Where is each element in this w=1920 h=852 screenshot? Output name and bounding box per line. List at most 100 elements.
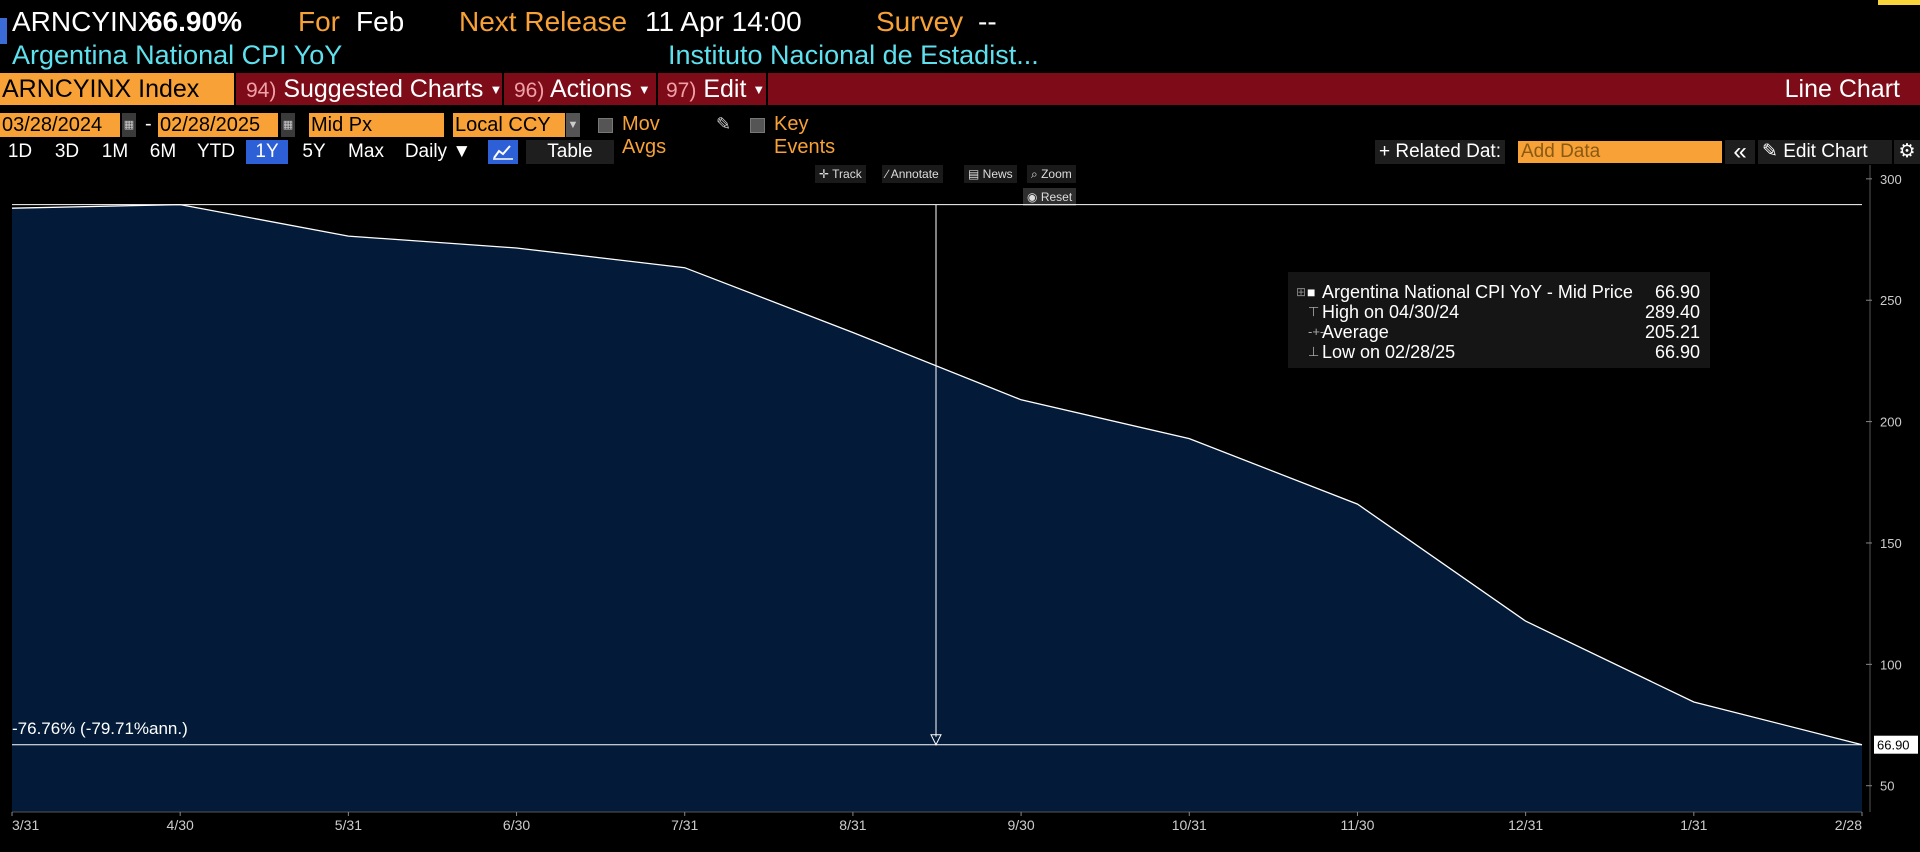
legend-average-row: -+- Average 205.21 (1288, 322, 1710, 342)
caret-down-icon: ▼ (752, 82, 766, 98)
y-tick-label: 200 (1880, 415, 1902, 430)
menu-separator (656, 73, 658, 105)
actions-menu[interactable]: 96) Actions ▼ (514, 73, 651, 105)
y-tick-label: 150 (1880, 536, 1902, 551)
related-data-button[interactable]: + Related Dat: (1375, 140, 1505, 164)
legend-high-label: High on 04/30/24 (1322, 302, 1460, 322)
security-field[interactable]: ARNCYINX Index (0, 73, 234, 105)
annotate-label: Annotate (890, 167, 939, 181)
x-tick-label: 1/31 (1680, 817, 1707, 833)
x-tick-label: 12/31 (1508, 817, 1543, 833)
x-tick-label: 11/30 (1340, 817, 1374, 833)
selection-marker (0, 18, 7, 44)
average-icon: -+- (1308, 324, 1325, 339)
range-5y[interactable]: 5Y (302, 141, 326, 162)
x-tick-label: 9/30 (1007, 817, 1034, 833)
security-name: Argentina National CPI YoY (12, 40, 343, 70)
x-axis: 3/31 4/30 5/31 6/30 7/31 8/31 9/30 10/31 11/30 12… (11, 811, 1863, 833)
edit-chart-button[interactable]: ✎ Edit Chart (1758, 140, 1892, 164)
y-tick-label: 50 (1880, 779, 1894, 794)
range-3d[interactable]: 3D (54, 141, 80, 162)
legend-average-label: Average (1322, 322, 1389, 342)
add-data-input[interactable]: Add Data (1518, 141, 1722, 163)
calendar-icon[interactable]: ▦ (122, 113, 136, 137)
caret-down-icon: ▼ (489, 82, 503, 98)
end-date-field[interactable]: 02/28/2025 (158, 113, 278, 137)
news-tool[interactable]: ▤ News (964, 165, 1017, 183)
mov-avgs-label[interactable]: Mov Avgs (622, 113, 667, 158)
x-tick-label: 6/30 (503, 817, 530, 833)
x-tick-label: 8/31 (839, 817, 866, 833)
legend-series-value: 66.90 (1654, 282, 1700, 302)
reset-button[interactable]: ◉ Reset (1023, 188, 1077, 206)
edit-chart-label: Edit Chart (1783, 141, 1868, 162)
y-tick-label: 100 (1880, 657, 1902, 672)
range-row: 1D 3D 1M 6M YTD 1Y 5Y Max Daily ▼ Table … (0, 140, 1920, 164)
x-tick-label: 3/31 (12, 817, 39, 833)
mov-avgs-checkbox[interactable] (598, 118, 613, 133)
chart-type-label[interactable]: Line Chart (1784, 75, 1900, 103)
last-value-badge (1874, 735, 1918, 754)
high-icon: ⊤ (1308, 304, 1320, 319)
x-tick-label: 10/31 (1172, 817, 1207, 833)
for-value: Feb (356, 6, 405, 37)
low-icon: ⊥ (1308, 344, 1320, 359)
legend-high-row: ⊤ High on 04/30/24 289.40 (1288, 302, 1710, 322)
menu-label: Actions (549, 75, 632, 103)
news-icon: ▤ (968, 167, 983, 181)
range-6m[interactable]: 6M (149, 141, 177, 162)
next-release-value: 11 Apr 14:00 (645, 6, 802, 37)
magnifier-icon: ⌕ (1031, 167, 1042, 181)
start-date-field[interactable]: 03/28/2024 (0, 113, 120, 137)
y-tick-label: 300 (1880, 172, 1902, 187)
expand-icon[interactable]: ⊞ (1296, 285, 1307, 299)
collapse-icon[interactable]: « (1725, 140, 1755, 164)
news-label: News (982, 167, 1013, 181)
menu-separator (234, 73, 236, 105)
annotate-tool[interactable]: ∕ Annotate (882, 165, 943, 183)
zoom-label: Zoom (1041, 167, 1072, 181)
y-axis: 50 100 150 200 250 300 66.90 (1866, 165, 1918, 812)
radio-icon: ◉ (1027, 190, 1041, 204)
caret-down-icon: ▼ (637, 82, 651, 98)
gear-icon[interactable]: ⚙ (1894, 140, 1920, 164)
zoom-tool[interactable]: ⌕ Zoom (1027, 165, 1076, 183)
series-area (11, 203, 1863, 813)
line-chart[interactable]: 50 100 150 200 250 300 66.90 3/31 4/30 5/31 6/30 7… (0, 165, 1920, 852)
series-swatch-icon: ■ (1307, 284, 1316, 300)
date-separator: - (145, 113, 152, 135)
next-release-label: Next Release (459, 6, 628, 37)
pencil-icon[interactable]: ✎ (716, 114, 732, 134)
y-tick-label: 250 (1880, 293, 1902, 308)
key-events-label[interactable]: Key Events (774, 113, 836, 158)
series-line (11, 203, 1863, 746)
range-1y[interactable]: 1Y (246, 140, 288, 164)
legend-low-row: ⊥ Low on 02/28/25 66.90 (1288, 342, 1710, 362)
x-tick-label: 7/31 (671, 817, 698, 833)
survey-label: Survey (876, 6, 964, 37)
menu-label: Suggested Charts (283, 75, 484, 103)
range-ytd[interactable]: YTD (197, 141, 235, 162)
legend-low-label: Low on 02/28/25 (1322, 342, 1456, 362)
price-field[interactable]: Mid Px (309, 113, 444, 137)
menu-separator (766, 73, 768, 105)
line-chart-icon[interactable] (488, 140, 518, 164)
range-max[interactable]: Max (348, 141, 384, 162)
currency-dropdown-icon[interactable]: ▼ (566, 113, 580, 137)
edit-menu[interactable]: 97) Edit ▼ (666, 73, 765, 105)
track-tool[interactable]: ✛ Track (815, 165, 866, 183)
frequency-dropdown[interactable]: Daily ▼ (404, 141, 472, 162)
range-1d[interactable]: 1D (7, 141, 33, 162)
menu-bar: ARNCYINX Index 94) Suggested Charts ▼ 96)… (0, 73, 1920, 105)
calendar-icon[interactable]: ▦ (281, 113, 295, 137)
table-button[interactable]: Table (526, 140, 614, 164)
legend-low-value: 66.90 (1654, 342, 1700, 362)
currency-field[interactable]: Local CCY (453, 113, 565, 137)
crosshair-icon: ✛ (819, 167, 833, 181)
reference-lines (12, 204, 1862, 746)
range-1m[interactable]: 1M (101, 141, 129, 162)
suggested-charts-menu[interactable]: 94) Suggested Charts ▼ (246, 73, 502, 105)
menu-separator (502, 73, 504, 105)
legend-box[interactable]: ⊞ ■ Argentina National CPI YoY - Mid Pri… (1288, 272, 1710, 368)
key-events-checkbox[interactable] (750, 118, 765, 133)
